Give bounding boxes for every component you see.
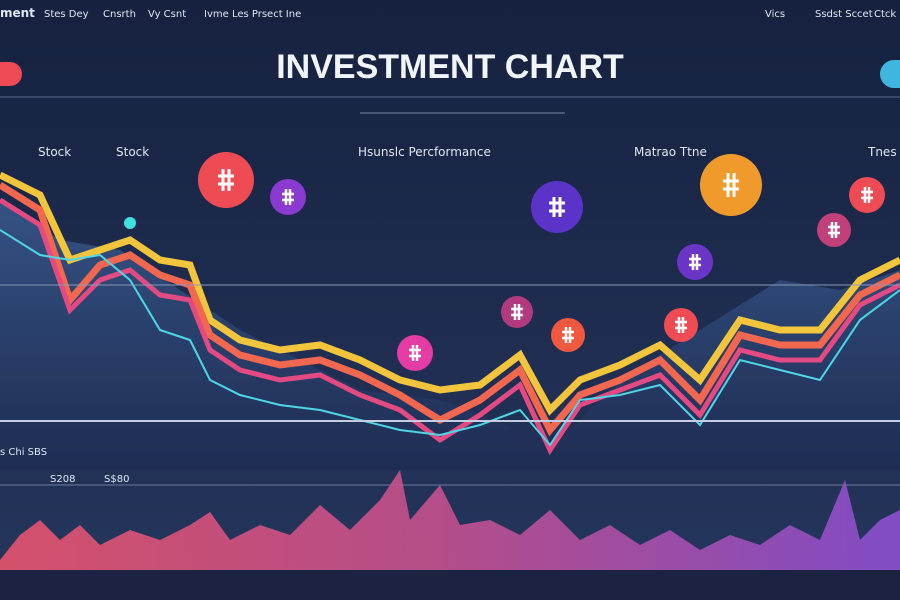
button[interactable]	[0, 62, 22, 86]
chart-lines	[0, 171, 900, 470]
chart-label: Stock	[116, 145, 149, 159]
nav-link[interactable]: Ctck	[874, 9, 896, 20]
nav-link[interactable]: Vy Csnt	[148, 9, 186, 20]
nav-bar: ment Stes Dey Cnsrth Vy Csnt Ivme Les Pr…	[0, 6, 896, 20]
nav-link[interactable]: Stes Dey	[44, 9, 89, 20]
button[interactable]	[880, 60, 900, 88]
nav-link[interactable]: Vics	[765, 9, 785, 20]
axis-note: s Chi SBS	[0, 447, 47, 458]
chart-label: Matrao Ttne	[634, 145, 707, 159]
volume-area	[0, 470, 900, 570]
page-title: INVESTMENT CHART	[276, 48, 624, 86]
axis-note: S$80	[104, 474, 129, 485]
chart-label: Hsunslc Percformance	[358, 145, 491, 159]
footer-bar	[0, 570, 900, 600]
nav-link[interactable]: Cnsrth	[103, 9, 136, 20]
brand: ment	[0, 6, 35, 20]
nav-link[interactable]: Ssdst Sccet	[815, 9, 873, 20]
chart-label: Stock	[38, 145, 71, 159]
chart-label: Tnes	[867, 145, 897, 159]
nav-link[interactable]: Ivme Les Prsect Ine	[204, 9, 301, 20]
axis-note: S208	[50, 474, 75, 485]
coin-icons	[124, 152, 885, 371]
